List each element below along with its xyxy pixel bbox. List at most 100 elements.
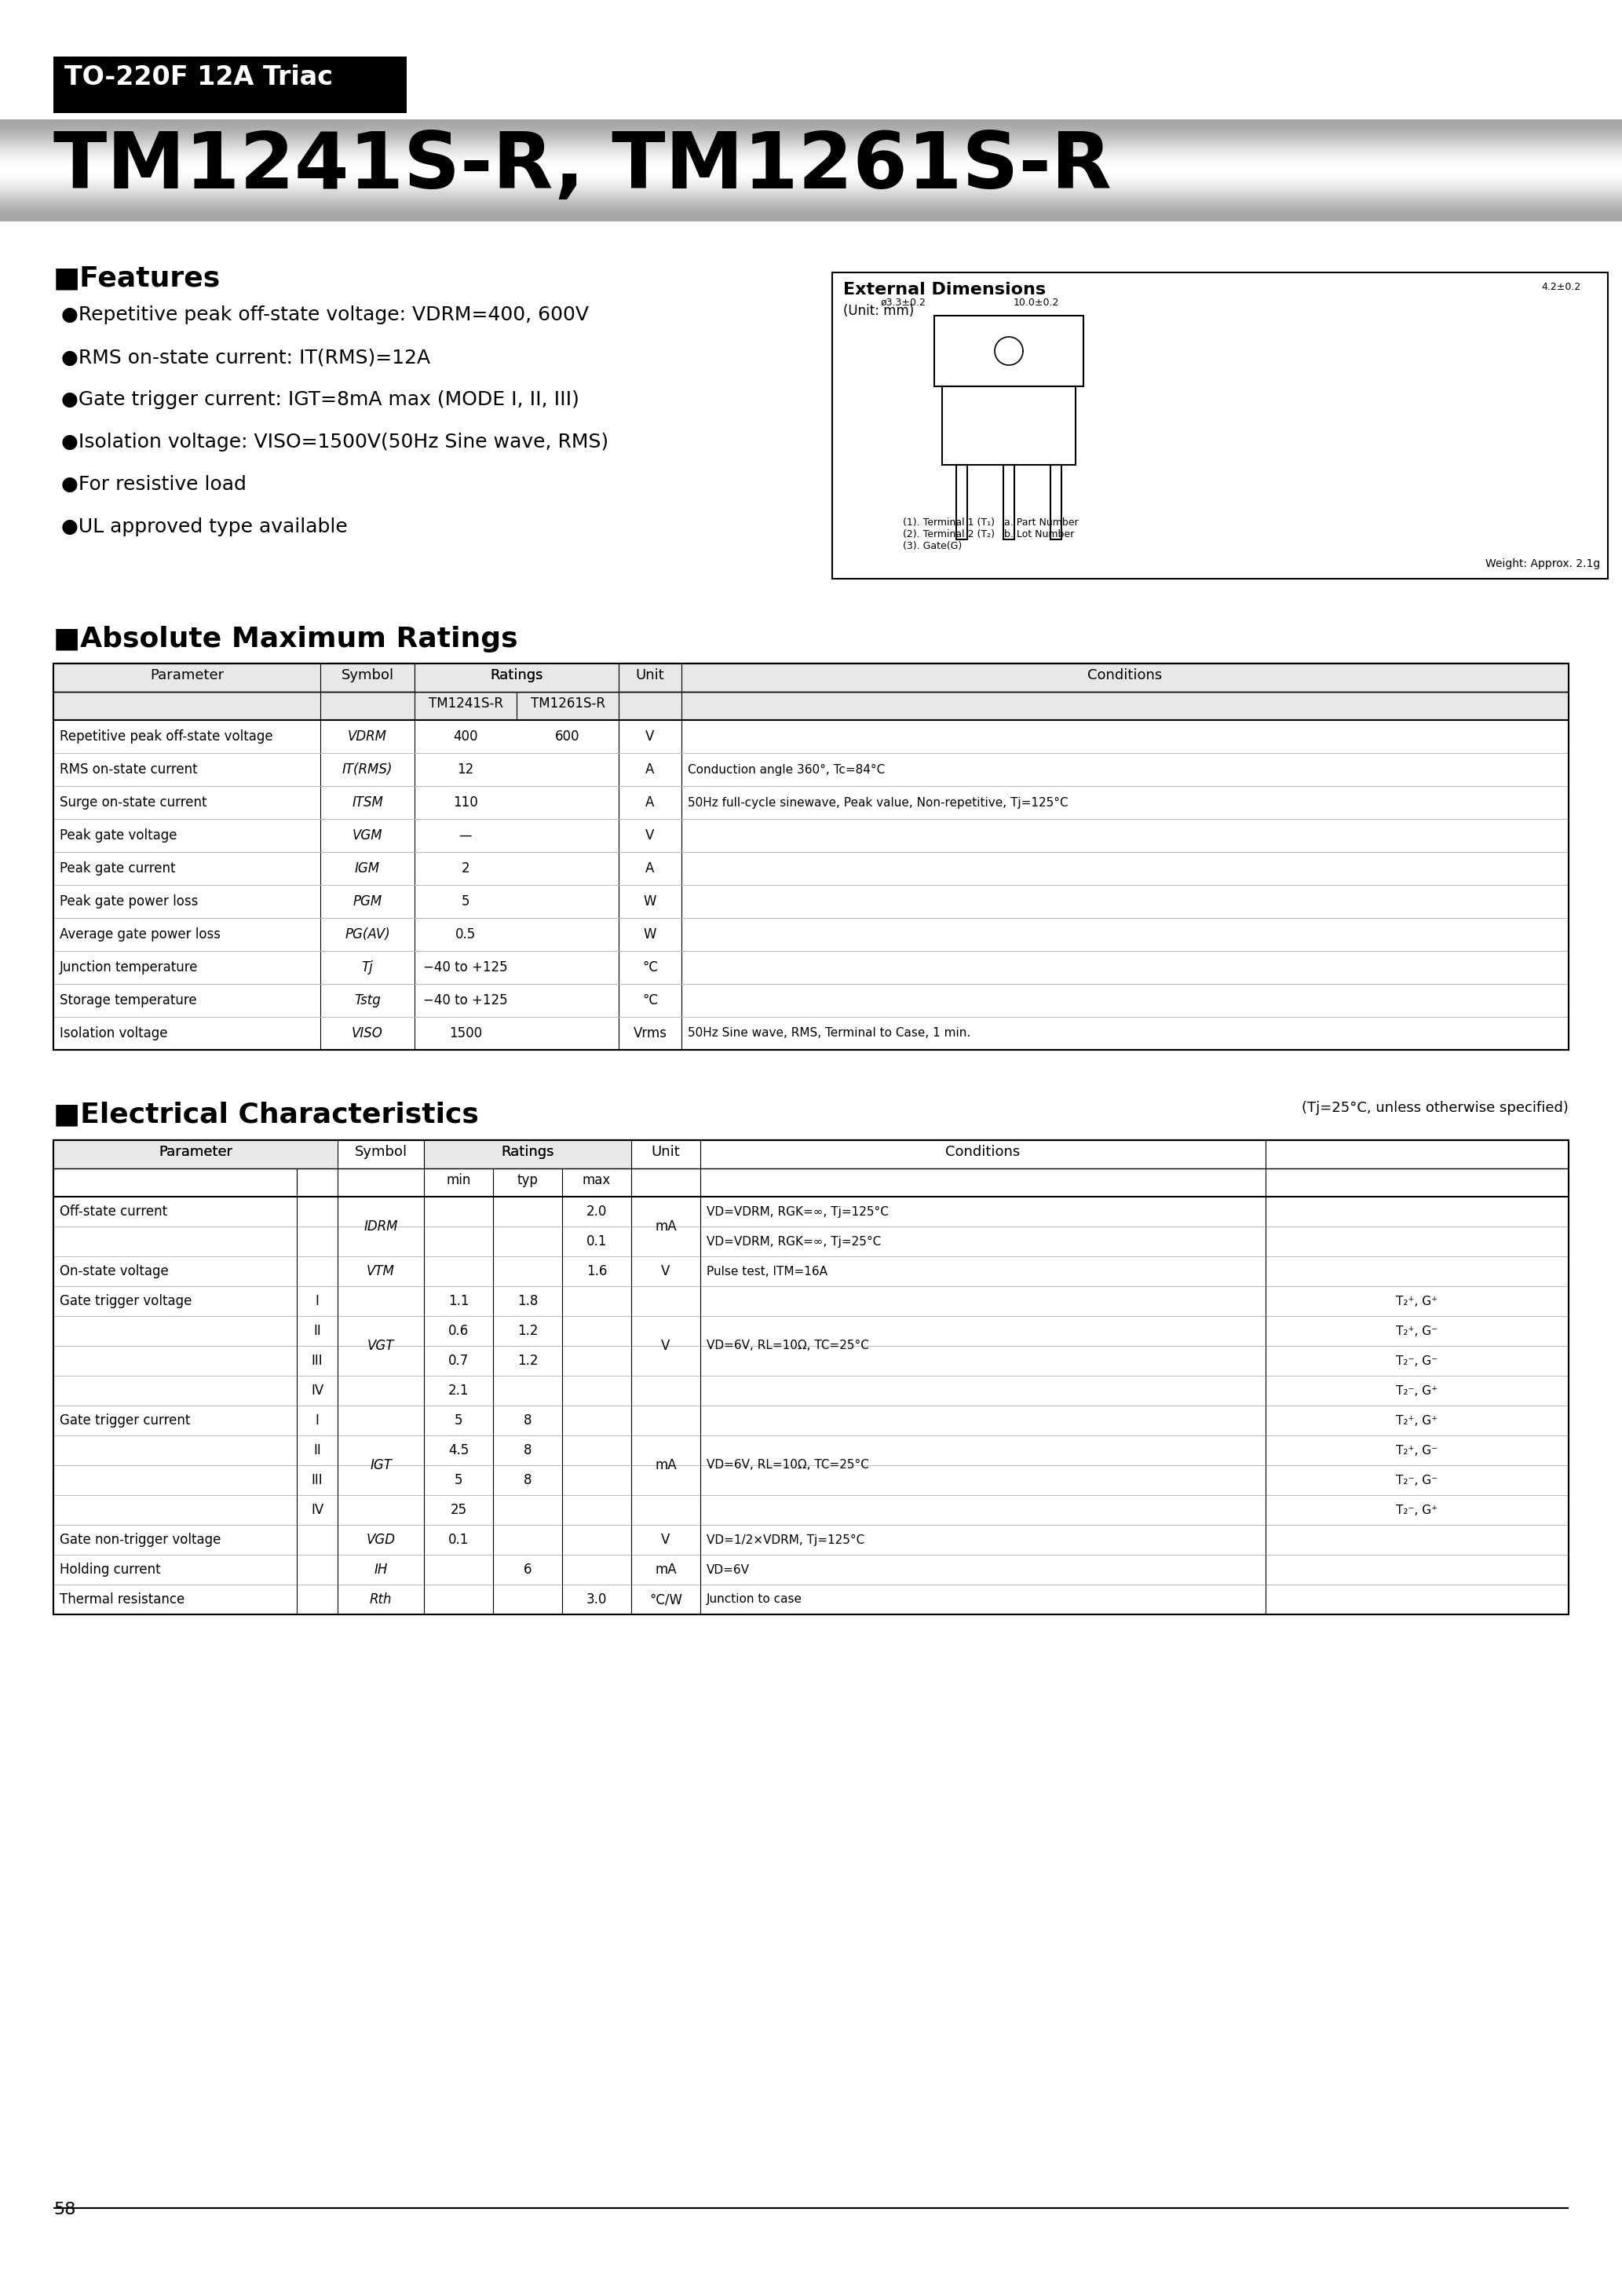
Text: Vrms: Vrms [633, 1026, 667, 1040]
Text: VD=1/2×VDRM, Tj=125°C: VD=1/2×VDRM, Tj=125°C [707, 1534, 865, 1545]
Text: Parameter: Parameter [159, 1146, 232, 1159]
Text: Junction temperature: Junction temperature [60, 960, 198, 974]
Text: 10.0±0.2: 10.0±0.2 [1014, 298, 1059, 308]
Text: T₂⁻, G⁺: T₂⁻, G⁺ [1397, 1504, 1439, 1515]
Text: W: W [644, 895, 657, 909]
Text: Tj: Tj [362, 960, 373, 974]
Text: ●Isolation voltage: VISO=1500V(50Hz Sine wave, RMS): ●Isolation voltage: VISO=1500V(50Hz Sine… [62, 432, 608, 452]
Text: (Unit: mm): (Unit: mm) [843, 303, 915, 319]
Text: 8: 8 [524, 1444, 532, 1458]
Text: Unit: Unit [636, 668, 665, 682]
Text: VD=6V, RL=10Ω, TC=25°C: VD=6V, RL=10Ω, TC=25°C [707, 1460, 869, 1472]
Text: −40 to +125: −40 to +125 [423, 994, 508, 1008]
Text: (Tj=25°C, unless otherwise specified): (Tj=25°C, unless otherwise specified) [1302, 1100, 1568, 1116]
Text: 6: 6 [524, 1564, 532, 1577]
Text: A: A [646, 861, 655, 875]
Text: 2.1: 2.1 [448, 1384, 469, 1398]
Bar [54, 664, 1568, 1049]
Text: Conduction angle 360°, Tc=84°C: Conduction angle 360°, Tc=84°C [688, 765, 886, 776]
Text: V: V [646, 730, 655, 744]
Text: ●Repetitive peak off-state voltage: VDRM=400, 600V: ●Repetitive peak off-state voltage: VDRM… [62, 305, 589, 324]
Text: T₂⁺, G⁺: T₂⁺, G⁺ [1397, 1295, 1439, 1306]
Text: typ: typ [517, 1173, 539, 1187]
Text: II: II [313, 1444, 321, 1458]
Text: ●Gate trigger current: IGT=8mA max (MODE I, II, III): ●Gate trigger current: IGT=8mA max (MODE… [62, 390, 579, 409]
Bar [54, 691, 1568, 721]
Text: 1500: 1500 [449, 1026, 482, 1040]
Text: Symbol: Symbol [355, 1146, 407, 1159]
Text: Gate trigger voltage: Gate trigger voltage [60, 1295, 191, 1309]
Text: (1). Terminal 1 (T₁)   a. Part Number: (1). Terminal 1 (T₁) a. Part Number [903, 517, 1079, 528]
Text: 110: 110 [453, 794, 478, 810]
Text: mA: mA [655, 1219, 676, 1233]
Bar [957, 464, 967, 540]
Text: 0.1: 0.1 [586, 1235, 607, 1249]
Text: ●UL approved type available: ●UL approved type available [62, 517, 347, 537]
Text: ø3.3±0.2: ø3.3±0.2 [881, 298, 926, 308]
Text: 4.2±0.2: 4.2±0.2 [1541, 282, 1580, 292]
Text: VISO: VISO [352, 1026, 383, 1040]
Text: 1.2: 1.2 [517, 1355, 539, 1368]
Text: Average gate power loss: Average gate power loss [60, 928, 221, 941]
Bar [54, 664, 1568, 1049]
Text: IV: IV [311, 1504, 323, 1518]
Text: TM1261S-R: TM1261S-R [530, 696, 605, 712]
Text: Symbol: Symbol [341, 668, 394, 682]
Text: —: — [459, 829, 472, 843]
Text: Thermal resistance: Thermal resistance [60, 1593, 185, 1607]
Text: IGT: IGT [370, 1458, 391, 1472]
Text: VD=6V, RL=10Ω, TC=25°C: VD=6V, RL=10Ω, TC=25°C [707, 1341, 869, 1352]
Text: 3.0: 3.0 [586, 1593, 607, 1607]
Text: On-state voltage: On-state voltage [60, 1265, 169, 1279]
Bar [423, 1141, 631, 1169]
Bar [1004, 464, 1014, 540]
Bar [415, 664, 618, 691]
Text: 2.0: 2.0 [586, 1205, 607, 1219]
Text: 1.8: 1.8 [517, 1295, 539, 1309]
Text: ■Absolute Maximum Ratings: ■Absolute Maximum Ratings [54, 627, 517, 652]
Text: IGM: IGM [355, 861, 380, 875]
Text: VGM: VGM [352, 829, 383, 843]
Text: Surge on-state current: Surge on-state current [60, 794, 208, 810]
Bar [942, 386, 1075, 464]
Text: 8: 8 [524, 1414, 532, 1428]
Text: Off-state current: Off-state current [60, 1205, 167, 1219]
Text: Parameter: Parameter [149, 668, 224, 682]
Text: Conditions: Conditions [946, 1146, 1020, 1159]
Text: mA: mA [655, 1564, 676, 1577]
Text: V: V [646, 829, 655, 843]
Text: IV: IV [311, 1384, 323, 1398]
Text: Gate trigger current: Gate trigger current [60, 1414, 190, 1428]
Text: 600: 600 [555, 730, 581, 744]
Text: V: V [662, 1534, 670, 1548]
Text: ●For resistive load: ●For resistive load [62, 475, 247, 494]
Text: V: V [662, 1265, 670, 1279]
Text: 25: 25 [451, 1504, 467, 1518]
Text: Unit: Unit [652, 1146, 680, 1159]
Text: °C: °C [642, 960, 659, 974]
Text: 0.5: 0.5 [456, 928, 475, 941]
Bar [934, 315, 1083, 386]
Bar [832, 273, 1607, 579]
Text: T₂⁺, G⁻: T₂⁺, G⁻ [1397, 1325, 1439, 1336]
Text: TM1241S-R: TM1241S-R [428, 696, 503, 712]
Text: °C/W: °C/W [649, 1593, 683, 1607]
Text: −40 to +125: −40 to +125 [423, 960, 508, 974]
Text: Isolation voltage: Isolation voltage [60, 1026, 167, 1040]
Text: max: max [582, 1173, 611, 1187]
Text: I: I [315, 1414, 320, 1428]
Text: IH: IH [375, 1564, 388, 1577]
Text: 1.1: 1.1 [448, 1295, 469, 1309]
Text: 1.2: 1.2 [517, 1325, 539, 1339]
Text: RMS on-state current: RMS on-state current [60, 762, 198, 776]
Text: (3). Gate(G): (3). Gate(G) [903, 542, 962, 551]
Text: IT(RMS): IT(RMS) [342, 762, 393, 776]
Bar [54, 1169, 1568, 1196]
Text: Holding current: Holding current [60, 1564, 161, 1577]
Text: Pulse test, ITM=16A: Pulse test, ITM=16A [707, 1265, 827, 1277]
Bar [54, 1141, 1568, 1614]
Text: Ratings: Ratings [501, 1146, 555, 1159]
Text: 2: 2 [461, 861, 470, 875]
Text: ■Features: ■Features [54, 264, 221, 292]
Text: A: A [646, 794, 655, 810]
